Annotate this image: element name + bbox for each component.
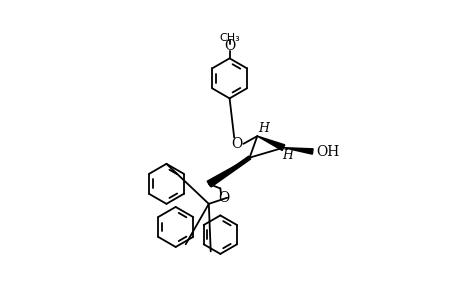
Text: O: O bbox=[224, 39, 235, 53]
Text: CH₃: CH₃ bbox=[219, 32, 240, 43]
Polygon shape bbox=[283, 148, 313, 154]
Text: H: H bbox=[257, 122, 269, 135]
Text: H: H bbox=[281, 149, 292, 162]
Text: O: O bbox=[231, 137, 242, 151]
Text: O: O bbox=[218, 191, 230, 205]
Polygon shape bbox=[257, 136, 284, 151]
Text: OH: OH bbox=[315, 145, 338, 158]
Polygon shape bbox=[207, 158, 249, 186]
